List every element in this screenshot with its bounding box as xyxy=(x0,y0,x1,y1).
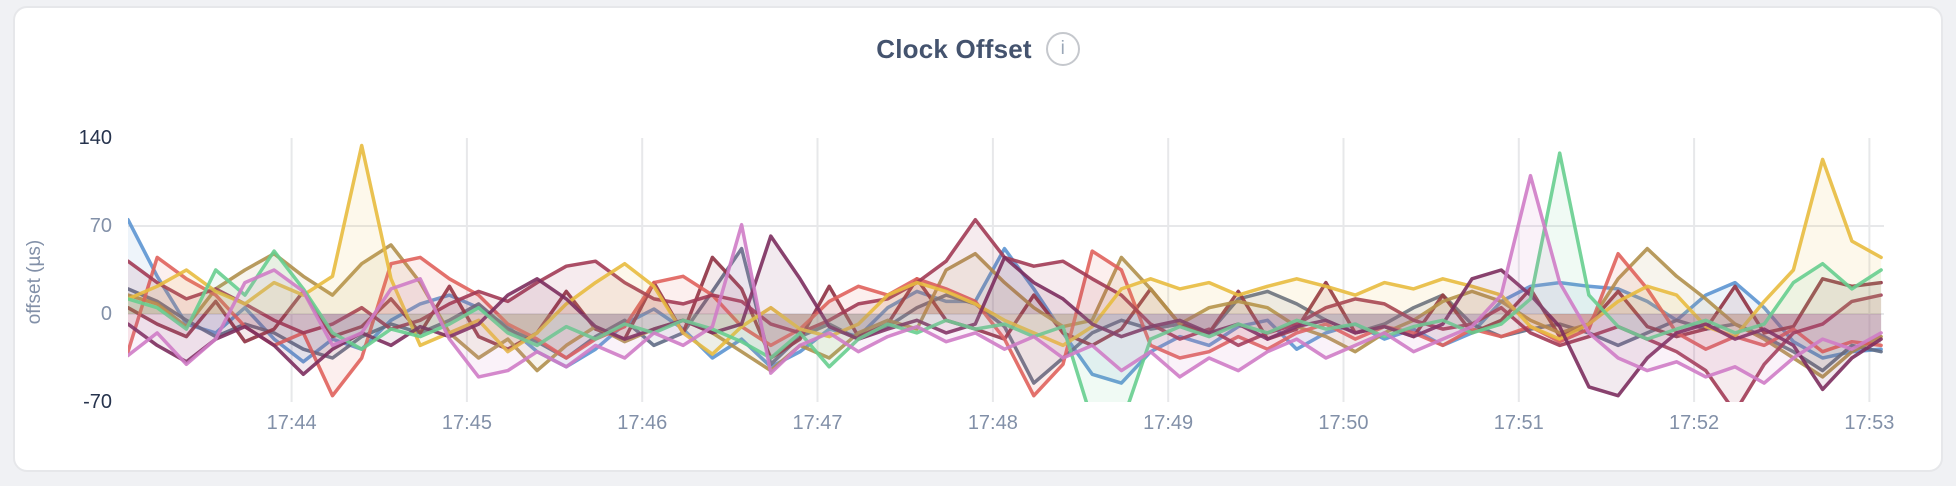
series-area-series-2 xyxy=(128,248,1882,384)
series-line-series-10 xyxy=(128,173,1883,385)
x-tick-label: 17:50 xyxy=(1318,412,1369,434)
clock-offset-chart-card: Clock Offset i offset (µs) 140 70 0 -70 17:… xyxy=(13,6,1943,472)
info-icon-glyph: i xyxy=(1060,38,1065,59)
x-tick-label: 17:52 xyxy=(1669,412,1720,434)
series-area-series-1 xyxy=(128,219,1882,384)
series-area-series-6 xyxy=(128,219,1882,402)
x-tick-label: 17:44 xyxy=(266,412,317,434)
y-tick-label: 140 xyxy=(78,127,112,149)
series-line-series-8 xyxy=(128,234,1883,398)
info-icon[interactable]: i xyxy=(1045,32,1080,66)
chart-title: Clock Offset xyxy=(876,33,1032,64)
series-area-series-7 xyxy=(128,145,1882,355)
series-line-series-9 xyxy=(128,151,1883,402)
series-line-series-1 xyxy=(128,217,1883,385)
y-tick-label: 70 xyxy=(89,215,112,237)
chart-plot-area[interactable] xyxy=(128,138,1884,402)
series-line-series-5 xyxy=(128,249,1883,398)
series-area-series-8 xyxy=(128,236,1882,396)
x-tick-label: 17:53 xyxy=(1844,412,1895,434)
x-tick-label: 17:48 xyxy=(967,412,1018,434)
clock-offset-line-chart xyxy=(128,138,1884,402)
x-tick-label: 17:47 xyxy=(792,412,843,434)
x-tick-label: 17:51 xyxy=(1493,412,1544,434)
chart-header: Clock Offset i xyxy=(15,32,1941,66)
series-area-series-10 xyxy=(128,175,1882,384)
x-tick-label: 17:49 xyxy=(1143,412,1194,434)
y-tick-label: 0 xyxy=(100,303,112,325)
y-tick-label: -70 xyxy=(83,391,112,413)
series-line-series-7 xyxy=(128,143,1883,356)
x-tick-label: 17:45 xyxy=(441,412,492,434)
x-tick-label: 17:46 xyxy=(617,412,668,434)
